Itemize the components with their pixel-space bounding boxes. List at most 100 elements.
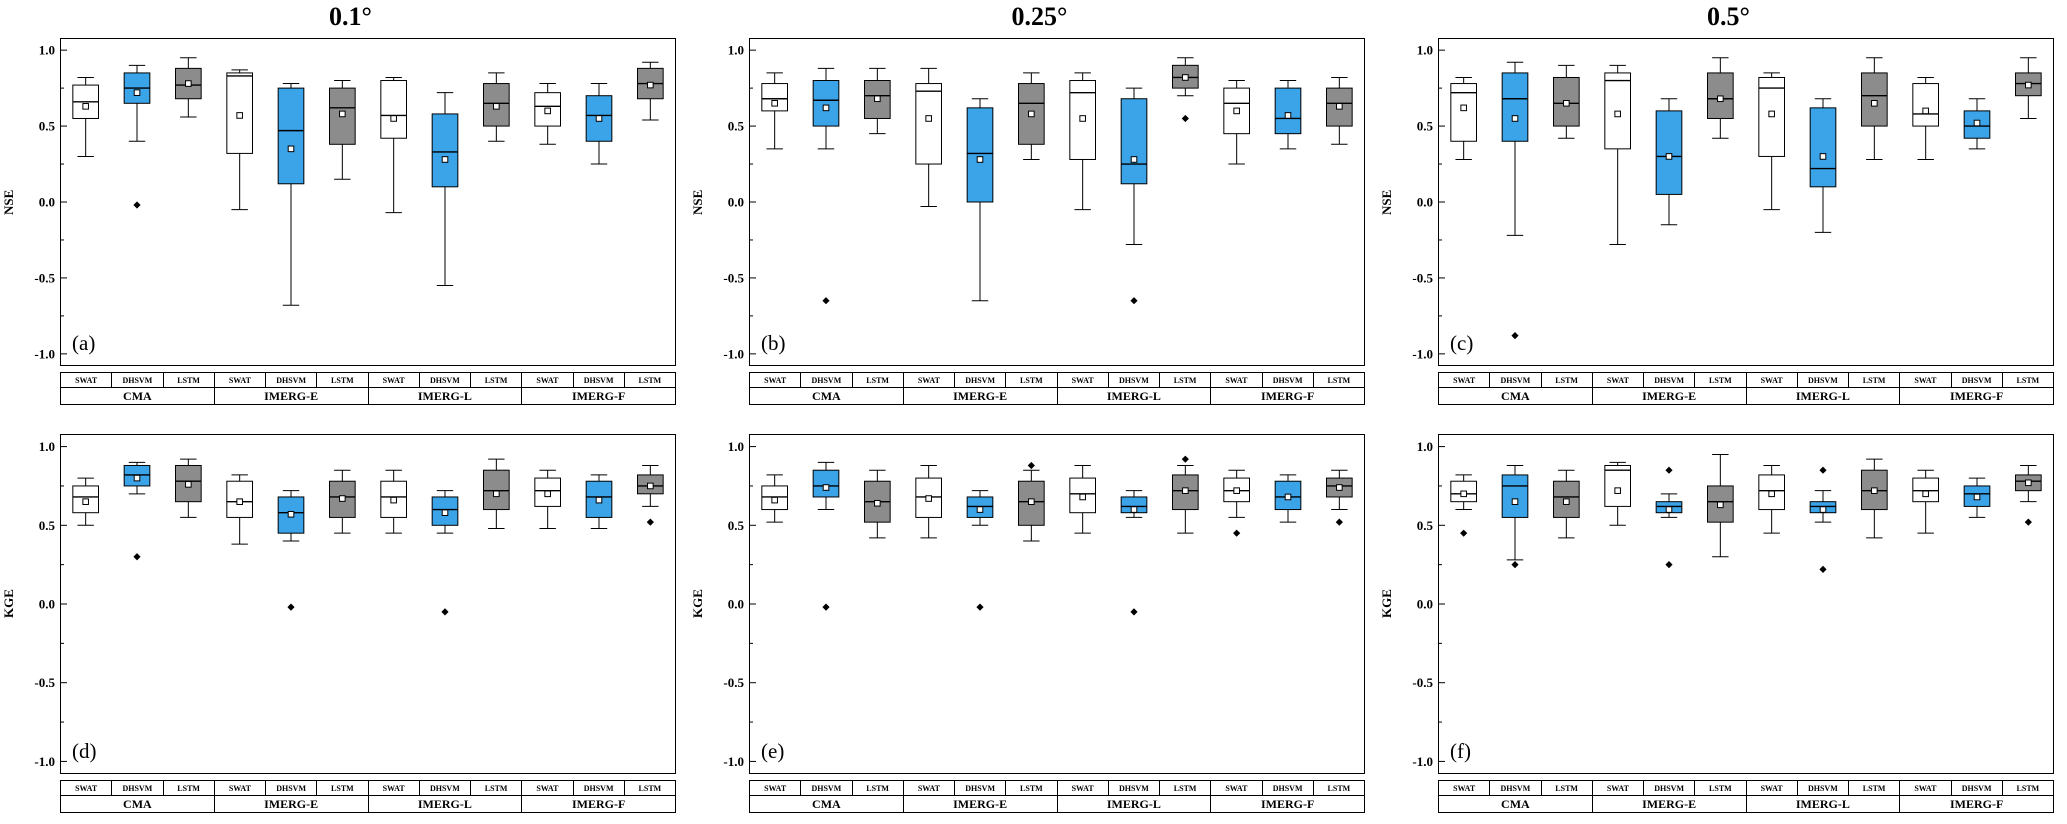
outlier-marker bbox=[1665, 466, 1673, 474]
mean-marker bbox=[1768, 110, 1775, 118]
mean-marker bbox=[1973, 493, 1981, 501]
mean-marker bbox=[82, 103, 89, 110]
y-tick-label: -1.0 bbox=[34, 754, 55, 769]
outlier-marker bbox=[1511, 332, 1519, 340]
y-axis: 1.0 0.5 0.0 -0.5 -1.0 bbox=[723, 439, 756, 769]
model-cell-swat: SWAT bbox=[902, 780, 955, 796]
y-tick-label: 1.0 bbox=[728, 439, 744, 454]
group-cell-imerg-e: IMERG-E bbox=[902, 795, 1058, 813]
y-tick-label: -1.0 bbox=[1412, 346, 1433, 361]
panel-nse-05deg: 0.5° NSE 1.0 0.5 0.0 -0.5 -1.0 (c) SWAT DHSVM L… bbox=[1378, 0, 2067, 412]
column-title: 0.1° bbox=[329, 2, 372, 31]
mean-marker bbox=[595, 496, 603, 504]
mean-marker bbox=[595, 115, 603, 122]
mean-marker bbox=[925, 495, 932, 502]
y-axis-label: NSE bbox=[1, 189, 16, 215]
box-imerg-f-swat bbox=[1223, 80, 1250, 165]
box-cma-swat bbox=[761, 72, 788, 150]
group-cell-cma: CMA bbox=[749, 795, 904, 813]
y-tick-label: 1.0 bbox=[1417, 43, 1433, 58]
y-tick-label: 0.5 bbox=[39, 518, 56, 533]
y-axis: 1.0 0.5 0.0 -0.5 -1.0 bbox=[723, 43, 756, 361]
outlier-marker bbox=[1233, 529, 1241, 537]
mean-marker bbox=[874, 95, 881, 103]
iqr-box bbox=[534, 92, 561, 127]
box-imerg-f-dhsvm bbox=[585, 474, 613, 529]
model-cell-lstm: LSTM bbox=[470, 372, 523, 388]
iqr-box bbox=[431, 113, 459, 188]
mean-marker bbox=[1922, 107, 1929, 115]
group-cell-cma: CMA bbox=[60, 795, 215, 813]
model-cell-swat: SWAT bbox=[213, 780, 266, 796]
model-cell-swat: SWAT bbox=[1591, 780, 1644, 796]
panel-kge-025deg: KGE 1.0 0.5 0.0 -0.5 -1.0 (e) SWAT DHSVM LSTM SW… bbox=[689, 412, 1378, 824]
model-cell-lstm: LSTM bbox=[1540, 372, 1593, 388]
boxplot-chart: 1.0 0.5 0.0 -0.5 -1.0 (c) bbox=[1412, 38, 2054, 366]
group-cell-imerg-f: IMERG-F bbox=[521, 387, 676, 405]
model-cell-dhsvm: DHSVM bbox=[954, 372, 1007, 388]
box-imerg-f-swat bbox=[1912, 76, 1939, 160]
model-cell-swat: SWAT bbox=[749, 372, 802, 388]
mean-marker bbox=[1336, 484, 1343, 491]
mean-marker bbox=[874, 499, 881, 507]
mean-marker bbox=[647, 81, 654, 89]
outlier-marker bbox=[1819, 565, 1827, 573]
outlier-marker bbox=[1130, 608, 1138, 616]
model-cell-swat: SWAT bbox=[1745, 372, 1798, 388]
iqr-box bbox=[1758, 474, 1786, 511]
model-cell-dhsvm: DHSVM bbox=[1107, 372, 1160, 388]
y-tick-label: 0.0 bbox=[39, 597, 55, 612]
model-cell-swat: SWAT bbox=[60, 780, 113, 796]
y-axis-label: KGE bbox=[690, 589, 705, 619]
group-cell-imerg-l: IMERG-L bbox=[1745, 795, 1901, 813]
box-imerg-f-lstm bbox=[2015, 464, 2042, 526]
mean-marker bbox=[1665, 506, 1673, 513]
mean-marker bbox=[771, 496, 778, 504]
y-tick-label: 0.5 bbox=[39, 119, 56, 134]
figure-row-nse: 0.1° NSE 1.0 0.5 0.0 -0.5 -1.0 (a) SWAT DHSVM L… bbox=[1, 0, 2067, 412]
iqr-box bbox=[1326, 87, 1353, 127]
model-cell-dhsvm: DHSVM bbox=[1489, 372, 1542, 388]
panel-label: (f) bbox=[1450, 739, 1471, 763]
panel-label: (e) bbox=[761, 739, 784, 763]
box-imerg-f-lstm bbox=[637, 464, 664, 526]
box-imerg-l-swat bbox=[380, 76, 408, 214]
model-cell-lstm: LSTM bbox=[1312, 780, 1365, 796]
model-cell-lstm: LSTM bbox=[1694, 372, 1747, 388]
model-cell-lstm: LSTM bbox=[851, 780, 904, 796]
box-imerg-f-lstm bbox=[1326, 76, 1353, 145]
mean-marker bbox=[2025, 81, 2032, 89]
box-imerg-e-dhsvm bbox=[277, 83, 305, 306]
box-imerg-f-swat bbox=[534, 83, 561, 145]
outlier-marker bbox=[1460, 529, 1468, 537]
model-cell-lstm: LSTM bbox=[1159, 372, 1212, 388]
iqr-box bbox=[915, 83, 942, 165]
box-imerg-e-swat bbox=[1604, 461, 1631, 526]
model-cell-dhsvm: DHSVM bbox=[1107, 780, 1160, 796]
plot-area: KGE 1.0 0.5 0.0 -0.5 -1.0 (e) bbox=[690, 428, 1374, 780]
box-imerg-e-swat bbox=[915, 67, 942, 208]
mean-marker bbox=[441, 509, 449, 517]
plot-frame bbox=[749, 434, 1365, 774]
mean-marker bbox=[1614, 487, 1621, 494]
title-spacer bbox=[16, 414, 685, 428]
iqr-box bbox=[1172, 474, 1199, 511]
panel-label: (b) bbox=[761, 331, 786, 355]
box-imerg-l-lstm bbox=[1861, 458, 1888, 539]
y-tick-label: 0.0 bbox=[1417, 195, 1433, 210]
group-cell-imerg-e: IMERG-E bbox=[213, 387, 369, 405]
mean-marker bbox=[1973, 119, 1981, 127]
mean-marker bbox=[771, 99, 778, 107]
mean-marker bbox=[1182, 74, 1189, 81]
iqr-box bbox=[1501, 72, 1529, 142]
mean-marker bbox=[390, 496, 397, 504]
model-cell-dhsvm: DHSVM bbox=[1489, 780, 1542, 796]
mean-marker bbox=[1460, 490, 1467, 498]
outlier-marker bbox=[133, 201, 141, 209]
model-cell-swat: SWAT bbox=[521, 780, 574, 796]
group-cell-imerg-l: IMERG-L bbox=[1056, 795, 1212, 813]
box-imerg-e-lstm bbox=[1018, 72, 1045, 160]
model-cell-lstm: LSTM bbox=[2001, 780, 2054, 796]
y-tick-label: 0.0 bbox=[728, 195, 744, 210]
plot-area: NSE 1.0 0.5 0.0 -0.5 -1.0 (b) bbox=[690, 32, 1374, 372]
